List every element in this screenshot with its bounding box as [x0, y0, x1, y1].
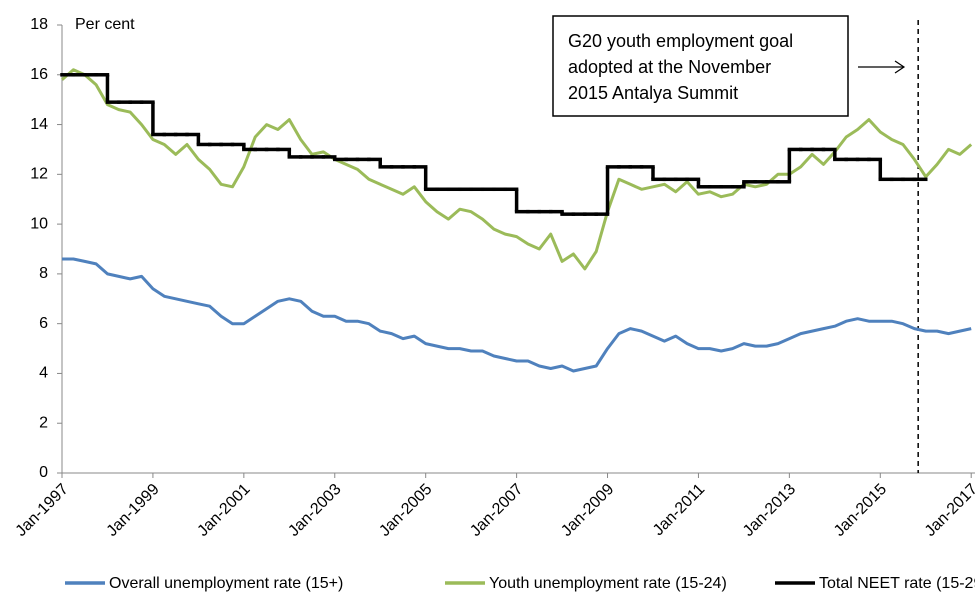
x-tick-label: Jan-2015: [831, 481, 890, 540]
annotation-arrowhead: [894, 60, 906, 74]
x-tick-label: Jan-1999: [104, 481, 163, 540]
y-tick-label: 14: [30, 116, 48, 133]
x-tick-label: Jan-2007: [467, 481, 526, 540]
y-tick-label: 0: [39, 464, 48, 481]
legend-label: Total NEET rate (15-29): [819, 575, 975, 592]
y-tick-label: 2: [39, 414, 48, 431]
line-series: [62, 257, 972, 373]
y-tick-label: 18: [30, 16, 48, 33]
legend-label: Overall unemployment rate (15+): [109, 575, 343, 592]
y-tick-label: 10: [30, 215, 48, 232]
line-series: [61, 68, 973, 271]
annotation-text: 2015 Antalya Summit: [568, 83, 738, 103]
annotation-text: adopted at the November: [568, 57, 771, 77]
x-tick-label: Jan-2009: [558, 481, 617, 540]
x-tick-label: Jan-2005: [376, 481, 435, 540]
x-tick-label: Jan-2017: [922, 481, 975, 540]
x-tick-label: Jan-1997: [13, 481, 72, 540]
x-tick-label: Jan-2013: [740, 481, 799, 540]
y-tick-label: 8: [39, 265, 48, 282]
y-axis-label: Per cent: [75, 16, 135, 33]
y-tick-label: 4: [39, 365, 48, 382]
annotation-text: G20 youth employment goal: [568, 31, 793, 51]
y-tick-label: 12: [30, 166, 48, 183]
x-tick-label: Jan-2001: [194, 481, 253, 540]
x-tick-label: Jan-2003: [285, 481, 344, 540]
x-tick-label: Jan-2011: [650, 481, 708, 539]
annotation-box: [552, 15, 849, 117]
y-tick-label: 6: [39, 315, 48, 332]
legend-label: Youth unemployment rate (15-24): [489, 575, 727, 592]
y-tick-label: 16: [30, 66, 48, 83]
